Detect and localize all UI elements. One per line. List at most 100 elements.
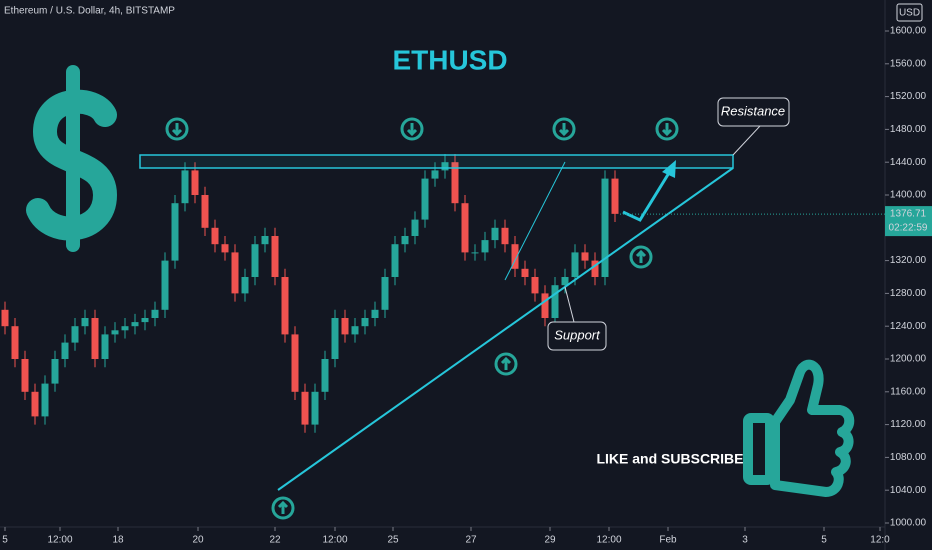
candle-body [311,391,319,425]
candle-body [41,383,49,417]
x-tick-label: 3 [742,535,748,546]
y-tick-label: 1080.00 [890,452,927,463]
countdown: 02:22:59 [889,223,928,234]
candle-body [471,252,479,254]
candle-body [31,391,39,417]
candle-body [201,195,209,228]
down-markers [165,117,679,141]
candle-body [171,203,179,261]
candle-body [531,277,539,294]
callout-box [547,321,607,351]
candle-body [301,391,309,425]
x-tick-label: 12:00 [322,535,347,546]
candle-body [461,203,469,253]
candle-body [591,260,599,277]
candle-body [121,326,129,331]
candle-body [351,326,359,335]
candle-body [601,178,609,277]
y-tick-label: 1240.00 [890,321,927,332]
candle-body [411,219,419,236]
x-tick-label: 12:00 [47,535,72,546]
x-tick-label: 20 [192,535,204,546]
candle-body [231,252,239,294]
y-tick-label: 1600.00 [890,26,927,37]
y-tick-label: 1200.00 [890,354,927,365]
candle-body [151,309,159,318]
y-tick-label: 1160.00 [890,386,926,397]
last-price: 1376.71 [890,209,927,220]
x-tick-label: Feb [659,535,677,546]
candle-body [101,334,109,359]
arrow-head [662,160,676,178]
candle-body [401,236,409,245]
candle-body [81,318,89,327]
currency-box [896,3,923,22]
candle-body [361,318,369,327]
candle-body [331,318,339,359]
y-tick-label: 1520.00 [890,91,927,102]
annotation: Resistance [721,103,785,118]
candle-body [341,318,349,335]
candle-body [241,277,249,294]
callout-box [717,97,790,127]
candle-body [491,227,499,241]
candle-body [251,244,259,277]
y-tick-label: 1400.00 [890,190,927,201]
last-price-box [885,206,932,237]
x-tick-label: 22 [269,535,281,546]
x-tick-label: 12:0 [870,535,890,546]
y-tick-label: 1120.00 [890,419,926,430]
candle-body [511,244,519,269]
x-tick-label: 5 [2,535,8,546]
resistance-callout: Resistance [717,97,790,156]
candle-body [391,244,399,277]
support-callout: Support [547,286,607,351]
candle-body [561,277,569,286]
candle-body [71,326,79,343]
candle-body [581,252,589,261]
candle-body [571,252,579,277]
candle-body [431,170,439,179]
candle-body [21,359,29,392]
projection-arrow [622,167,674,222]
chart-title: ETHUSD [392,44,507,75]
thumbs-up-icon [743,359,855,497]
candle-body [51,359,59,384]
y-tick-label: 1440.00 [890,157,927,168]
candle-body [1,309,9,327]
currency: USD [899,8,920,19]
candle-body [221,244,229,253]
candle-body [481,240,489,253]
callout-pointer [564,286,575,323]
candle-body [281,277,289,335]
candle-body [11,326,19,359]
y-tick-label: 1480.00 [890,124,927,135]
y-tick-label: 1000.00 [890,518,927,529]
support-trendline [277,167,734,491]
candle-body [321,359,329,392]
x-tick-label: 25 [387,535,399,546]
up-markers [271,245,653,520]
candle-body [261,236,269,245]
candle-body [421,178,429,220]
candle-body [271,236,279,277]
candle-body [191,170,199,195]
candle-body [381,277,389,310]
x-tick-label: 18 [112,535,124,546]
candle-body [291,334,299,392]
y-tick-label: 1040.00 [890,485,927,496]
symbol-header: Ethereum / U.S. Dollar, 4h, BITSTAMP [4,6,175,17]
x-tick-label: 29 [544,535,556,546]
candle-body [551,285,559,318]
candle-body [111,330,119,335]
y-tick-label: 1320.00 [890,255,927,266]
x-tick-label: 27 [465,535,477,546]
annotation: Support [554,327,601,342]
candle-body [371,309,379,318]
candle-body [141,318,149,323]
x-tick-label: 5 [821,535,827,546]
candle-body [441,162,449,171]
resistance-zone [139,154,734,169]
